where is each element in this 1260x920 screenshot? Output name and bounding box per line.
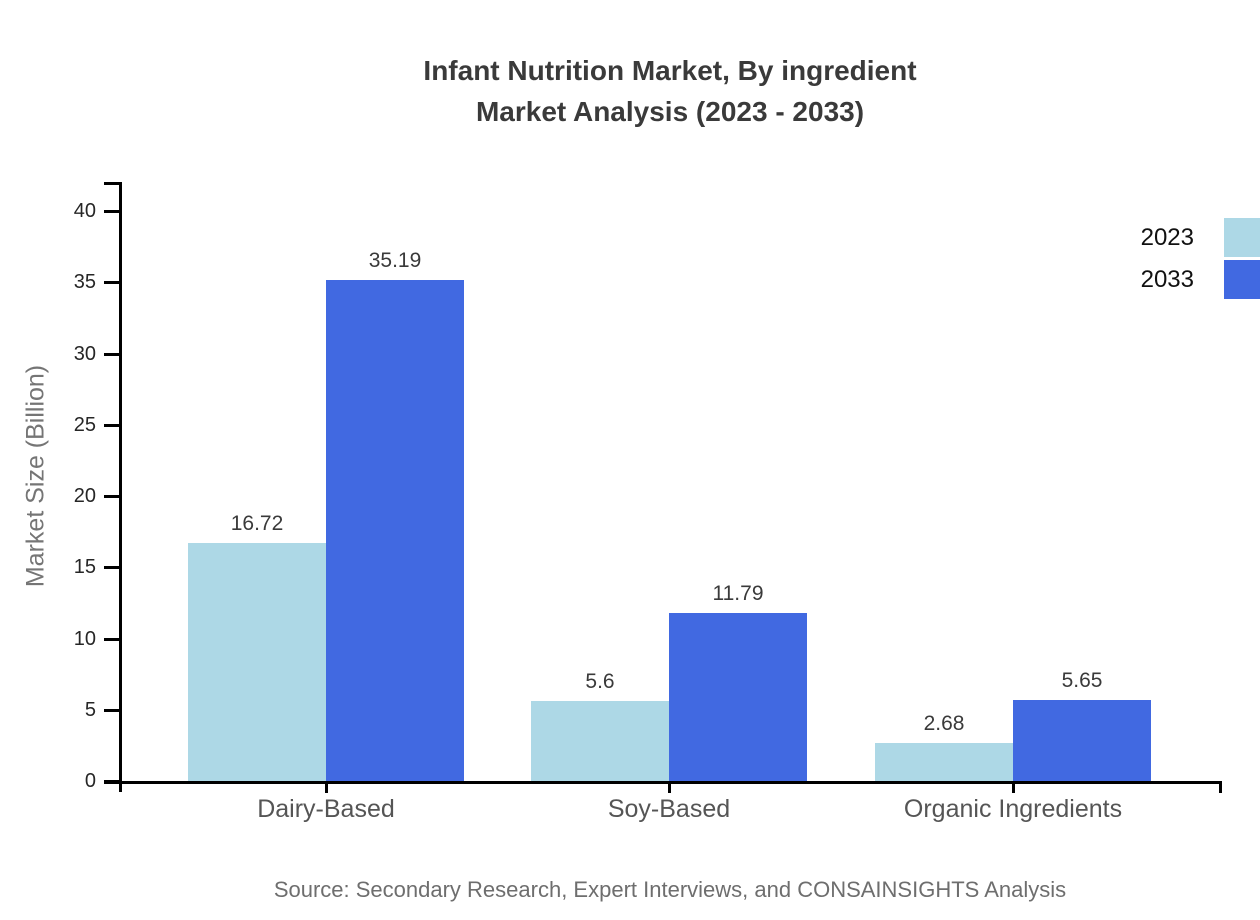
x-axis-end-tick [1219, 781, 1222, 793]
y-tick-label: 15 [73, 556, 96, 579]
bar-2033-soy-based [669, 613, 807, 781]
legend-label-2023: 2023 [1140, 224, 1194, 251]
legend-label-2033: 2033 [1140, 266, 1194, 293]
x-tick-mark [668, 784, 671, 793]
legend-swatch-2033 [1224, 260, 1260, 299]
y-tick-label: 40 [73, 200, 96, 222]
y-tick-mark [104, 423, 120, 427]
source-note: Source: Secondary Research, Expert Inter… [273, 877, 1067, 902]
x-tick-mark [325, 784, 328, 793]
y-tick-mark [104, 281, 120, 285]
y-tick-label: 35 [73, 271, 96, 294]
y-tick-label: 25 [73, 413, 96, 436]
y-tick-mark [104, 637, 120, 641]
bar-value-label: 5.6 [585, 670, 615, 693]
y-tick-mark [104, 210, 120, 213]
y-tick-mark [104, 352, 120, 356]
chart-title-line1: Infant Nutrition Market, By ingredient [423, 55, 917, 86]
bar-value-label: 11.79 [712, 582, 764, 605]
y-tick-label: 20 [73, 485, 96, 507]
y-tick-mark [104, 780, 120, 783]
y-tick-label: 5 [84, 698, 96, 721]
y-axis-label: Market Size (Billion) [21, 364, 50, 588]
chart-title-line2: Market Analysis (2023 - 2033) [475, 96, 865, 127]
bar-value-label: 5.65 [1061, 669, 1103, 692]
y-axis-line [119, 182, 122, 792]
x-tick-mark [1012, 784, 1015, 793]
y-tick-label: 10 [73, 627, 96, 650]
bar-2023-organic-ingredients [875, 743, 1013, 781]
y-tick-mark [104, 566, 120, 570]
bar-2023-dairy-based [188, 543, 326, 781]
bar-2023-soy-based [531, 701, 669, 781]
x-axis-category-label: Organic Ingredients [903, 795, 1123, 823]
y-tick-mark [104, 495, 120, 498]
y-axis-end-tick [104, 182, 122, 185]
bar-value-label: 2.68 [923, 712, 965, 735]
x-axis-category-label: Soy-Based [607, 795, 731, 823]
legend-swatch-2023 [1224, 218, 1260, 257]
bar-2033-dairy-based [326, 280, 464, 781]
y-tick-mark [104, 708, 120, 712]
bar-value-label: 16.72 [230, 512, 284, 535]
y-tick-label: 30 [73, 342, 96, 365]
y-tick-label: 0 [84, 770, 96, 792]
x-axis-line [104, 781, 1222, 784]
bar-value-label: 35.19 [368, 249, 422, 272]
x-axis-category-label: Dairy-Based [257, 795, 395, 823]
bar-2033-organic-ingredients [1013, 700, 1151, 781]
chart-title: Infant Nutrition Market, By ingredient M… [80, 50, 1260, 132]
